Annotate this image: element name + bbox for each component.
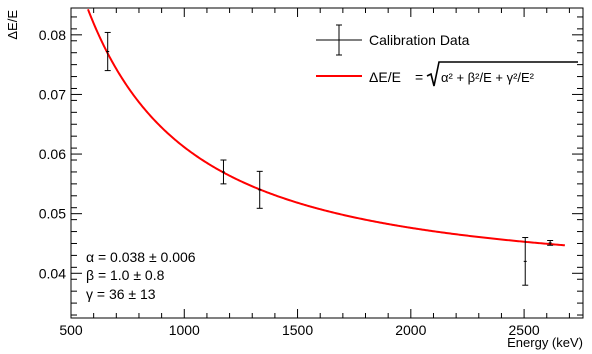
axis-ticks <box>70 8 583 318</box>
data-point <box>220 159 227 185</box>
y-tick-label: 0.05 <box>39 206 66 222</box>
data-points-layer <box>104 31 554 286</box>
fit-curve <box>87 8 565 247</box>
legend-fit-lhs: ΔE/E <box>369 69 401 85</box>
y-tick-label: 0.08 <box>39 27 66 43</box>
plot-frame <box>70 7 584 319</box>
x-tick-label: 2500 <box>509 322 540 338</box>
fit-curve-layer <box>87 8 565 247</box>
tick-labels: 500 1000 1500 2000 2500 0.04 0.05 0.06 0.07 0.08 <box>39 27 540 338</box>
y-axis-label: ΔE/E <box>5 10 20 40</box>
x-tick-label: 1500 <box>282 322 313 338</box>
legend-fit-formula: α² + β²/E + γ²/E² <box>441 70 535 85</box>
y-tick-label: 0.04 <box>39 265 66 281</box>
data-point <box>547 240 554 246</box>
data-point <box>256 170 263 209</box>
x-tick-label: 1000 <box>169 322 200 338</box>
x-axis-label: Energy (keV) <box>507 335 583 350</box>
legend: Calibration Data ΔE/E = α² + β²/E + γ²/E… <box>316 24 578 87</box>
y-tick-label: 0.06 <box>39 146 66 162</box>
x-tick-label: 2000 <box>395 322 426 338</box>
data-point <box>522 237 529 286</box>
beta-annotation: β = 1.0 ± 0.8 <box>86 267 165 283</box>
sqrt-sign <box>426 61 578 87</box>
gamma-annotation: γ = 36 ± 13 <box>86 286 156 302</box>
legend-data-label: Calibration Data <box>369 32 470 48</box>
x-tick-label: 500 <box>59 322 83 338</box>
data-point <box>104 31 111 72</box>
y-tick-label: 0.07 <box>39 86 66 102</box>
legend-fit-eq: = <box>415 69 423 85</box>
alpha-annotation: α = 0.038 ± 0.006 <box>86 249 196 265</box>
